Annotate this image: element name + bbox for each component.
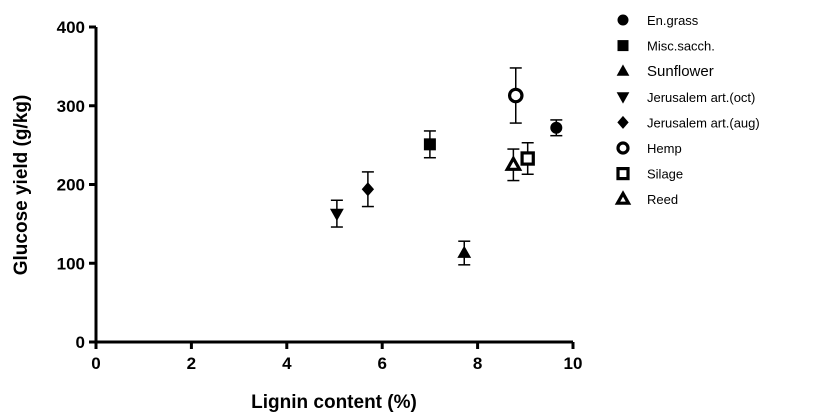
legend-entry-silage: Silage [616, 167, 683, 182]
x-tick-label: 0 [91, 354, 100, 373]
point-sunflower [457, 240, 472, 266]
x-axis-title: Lignin content (%) [251, 392, 417, 413]
y-tick-label: 200 [57, 176, 85, 195]
legend-entry-en-grass: En.grass [617, 13, 699, 28]
x-tick-label: 4 [282, 354, 292, 373]
marker-en-grass [550, 121, 563, 134]
legend-marker-misc-sacch [617, 40, 629, 52]
x-tick-label: 6 [377, 354, 386, 373]
data-points [329, 67, 563, 266]
marker-sunflower [457, 245, 472, 258]
marker-hemp [507, 87, 524, 104]
legend-marker-hemp [616, 141, 630, 155]
legend-label-hemp: Hemp [647, 141, 682, 156]
y-tick-label: 0 [76, 333, 85, 352]
point-jerusalem-art-oct [329, 199, 344, 228]
legend-entry-jerusalem-art-aug: Jerusalem art.(aug) [617, 115, 760, 130]
legend-entry-misc-sacch: Misc.sacch. [617, 39, 715, 54]
x-tick-label: 2 [187, 354, 196, 373]
y-axis-title: Glucose yield (g/kg) [11, 95, 32, 276]
x-tick-label: 10 [564, 354, 583, 373]
y-tick-label: 100 [57, 254, 85, 273]
legend-label-misc-sacch: Misc.sacch. [647, 39, 715, 54]
legend-marker-jerusalem-art-aug [617, 115, 629, 129]
marker-reed [504, 155, 523, 171]
y-tick-label: 400 [57, 18, 85, 37]
legend-entry-sunflower: Sunflower [616, 63, 714, 80]
point-misc-sacch [423, 130, 436, 159]
legend-marker-sunflower [616, 64, 630, 76]
legend: En.grass Misc.sacch. Sunflower Jerusalem ar… [614, 13, 760, 207]
marker-jerusalem-art-oct [329, 208, 344, 221]
legend-marker-jerusalem-art-oct [616, 92, 630, 104]
point-en-grass [550, 119, 563, 137]
legend-entry-jerusalem-art-oct: Jerusalem art.(oct) [616, 90, 755, 105]
point-hemp [507, 67, 524, 124]
legend-entry-hemp: Hemp [616, 141, 682, 156]
marker-misc-sacch [423, 138, 436, 151]
y-tick-label: 300 [57, 97, 85, 116]
legend-label-reed: Reed [647, 192, 678, 207]
point-silage [520, 142, 535, 176]
legend-marker-silage [616, 167, 630, 181]
x-tick-label: 8 [473, 354, 482, 373]
legend-label-sunflower: Sunflower [647, 63, 714, 80]
marker-jerusalem-art-aug [361, 182, 375, 197]
point-jerusalem-art-aug [361, 171, 375, 208]
legend-label-silage: Silage [647, 167, 683, 182]
legend-marker-reed [614, 190, 632, 205]
legend-marker-en-grass [617, 14, 629, 26]
legend-entry-reed: Reed [614, 190, 678, 207]
legend-label-en-grass: En.grass [647, 13, 699, 28]
legend-label-jerusalem-art-oct: Jerusalem art.(oct) [647, 90, 755, 105]
marker-silage [520, 151, 535, 166]
legend-label-jerusalem-art-aug: Jerusalem art.(aug) [647, 115, 760, 130]
point-reed [504, 148, 523, 182]
